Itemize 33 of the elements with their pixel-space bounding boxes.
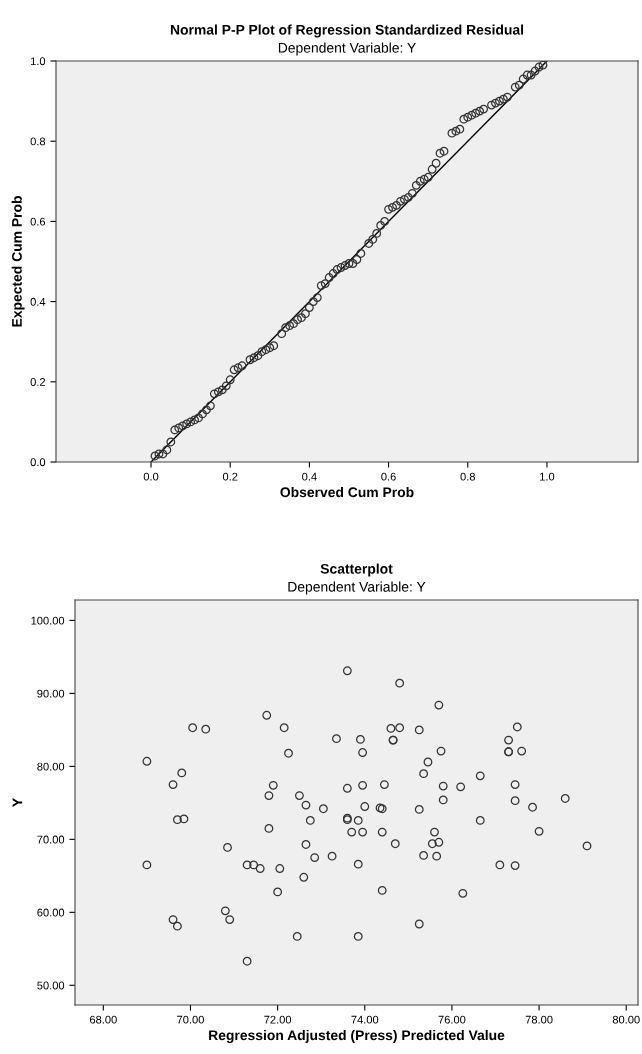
y-tick-label: 80.00 xyxy=(37,762,65,771)
y-tick-label: 0.6 xyxy=(30,217,46,226)
x-tick-label: 70.00 xyxy=(177,1015,204,1024)
x-tick-label: 78.00 xyxy=(525,1015,553,1024)
y-tick-label: 0.4 xyxy=(30,297,46,306)
chart-subtitle: Dependent Variable: Y xyxy=(288,581,426,595)
x-tick-label: 1.0 xyxy=(540,472,555,481)
y-tick-label: 70.00 xyxy=(37,835,65,844)
x-tick-label: 0.8 xyxy=(460,472,475,481)
x-tick-label: 0.2 xyxy=(222,472,238,481)
y-tick-label: 0.2 xyxy=(30,378,46,386)
x-tick-label: 0.4 xyxy=(302,472,317,481)
chart-title: Scatterplot xyxy=(320,563,393,577)
x-tick-label: 72.00 xyxy=(264,1015,292,1024)
x-tick-label: 74.00 xyxy=(351,1015,379,1024)
y-axis-title: Expected Cum Prob xyxy=(11,196,25,327)
y-tick-label: 90.00 xyxy=(37,689,65,698)
x-tick-label: 68.00 xyxy=(89,1015,117,1024)
y-tick-label: 60.00 xyxy=(37,908,65,917)
chart-subtitle: Dependent Variable: Y xyxy=(278,42,416,56)
x-tick-label: 80.00 xyxy=(612,1015,640,1024)
x-axis-title: Regression Adjusted (Press) Predicted Value xyxy=(209,1029,505,1043)
y-tick-label: 50.00 xyxy=(37,981,65,990)
y-tick-label: 1.0 xyxy=(30,57,46,66)
x-axis-title: Observed Cum Prob xyxy=(280,486,414,498)
y-tick-label: 100.00 xyxy=(31,616,65,625)
x-tick-label: 76.00 xyxy=(438,1015,466,1024)
y-axis-title: Y xyxy=(12,798,23,807)
y-tick-label: 0.0 xyxy=(30,458,46,467)
y-tick-label: 0.8 xyxy=(30,137,46,146)
x-tick-label: 0.6 xyxy=(381,472,396,481)
chart-title: Normal P-P Plot of Regression Standardized Residual xyxy=(170,24,524,38)
x-tick-label: 0.0 xyxy=(143,472,159,481)
